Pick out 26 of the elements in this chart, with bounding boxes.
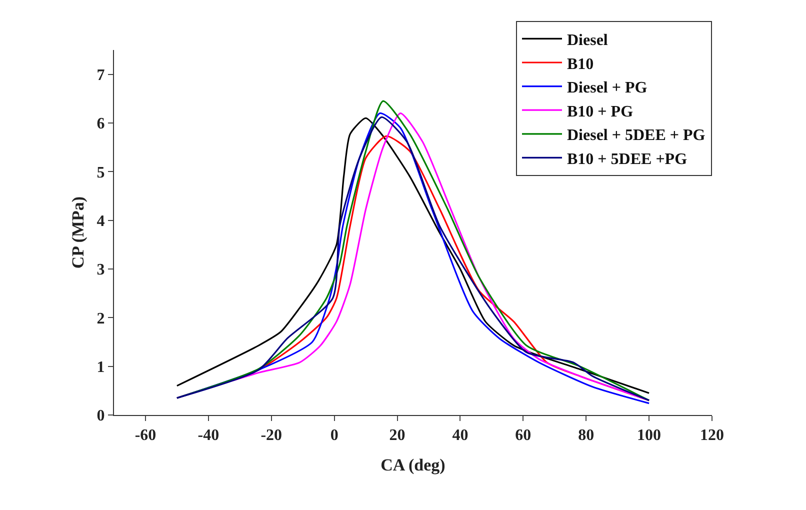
y-tick-label: 7 [96, 66, 105, 84]
legend-label: Diesel [567, 32, 608, 49]
x-tick-label: 20 [389, 427, 406, 444]
legend-label: B10 + 5DEE +PG [567, 150, 688, 168]
x-tick-label: 120 [700, 427, 724, 444]
x-tick-label: 40 [452, 427, 468, 444]
y-tick-label: 4 [96, 212, 105, 230]
y-tick-label: 6 [96, 116, 105, 133]
x-tick-label: -60 [134, 427, 156, 444]
x-tick-label: 60 [515, 427, 532, 444]
x-tick-label: 80 [578, 427, 594, 444]
legend-label: B10 [567, 56, 594, 73]
y-tick-label: 1 [96, 358, 105, 376]
legend-label: Diesel + 5DEE + PG [567, 127, 706, 144]
legend-label: B10 + PG [567, 103, 634, 120]
y-tick-label: 5 [96, 164, 105, 182]
y-tick-label: 2 [96, 310, 105, 328]
y-tick-label: 0 [96, 408, 105, 425]
x-tick-label: -20 [260, 427, 282, 444]
x-tick-label: -40 [198, 427, 220, 444]
y-tick-label: 3 [96, 262, 105, 279]
y-axis-title: CP (MPa) [68, 196, 88, 269]
legend-label: Diesel + PG [567, 80, 648, 97]
x-tick-label: 0 [330, 427, 338, 444]
x-tick-label: 100 [637, 427, 662, 444]
x-axis-title: CA (deg) [380, 456, 446, 475]
